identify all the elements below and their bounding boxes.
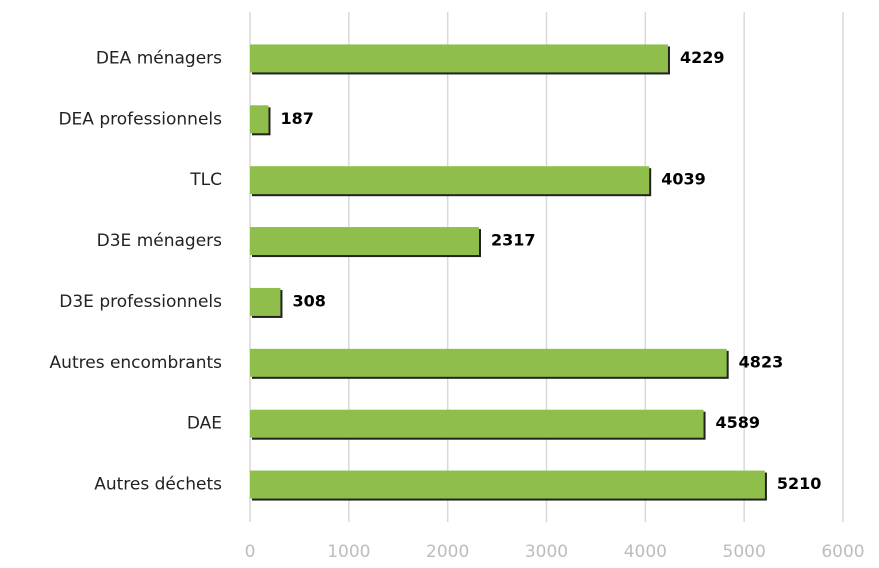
- y-tick-label: D3E ménagers: [97, 231, 223, 251]
- y-tick-label: Autres déchets: [94, 475, 222, 495]
- bar: [250, 227, 479, 256]
- x-tick-label: 4000: [624, 542, 667, 562]
- y-tick-label: TLC: [189, 170, 222, 190]
- bar: [250, 409, 704, 438]
- value-label: 4823: [739, 352, 784, 371]
- value-label: 4039: [661, 170, 706, 189]
- bar: [250, 105, 269, 134]
- value-label: 5210: [777, 474, 822, 493]
- bar: [250, 287, 281, 316]
- bar: [250, 166, 650, 195]
- value-label: 187: [280, 109, 313, 128]
- value-label: 308: [292, 291, 325, 310]
- bar: [250, 470, 765, 499]
- y-tick-label: Autres encombrants: [50, 353, 223, 373]
- x-tick-label: 0: [245, 542, 256, 562]
- x-tick-label: 6000: [821, 542, 864, 562]
- bar: [250, 44, 668, 73]
- x-tick-label: 1000: [327, 542, 370, 562]
- value-label: 4589: [716, 413, 761, 432]
- y-tick-label: DAE: [187, 414, 222, 434]
- x-tick-label: 3000: [525, 542, 568, 562]
- y-tick-label: DEA professionnels: [58, 109, 222, 129]
- x-tick-label: 5000: [723, 542, 766, 562]
- value-label: 4229: [680, 48, 725, 67]
- y-tick-label: DEA ménagers: [96, 48, 222, 68]
- bar: [250, 348, 727, 377]
- value-label: 2317: [491, 231, 536, 250]
- x-tick-label: 2000: [426, 542, 469, 562]
- y-tick-label: D3E professionnels: [59, 292, 222, 312]
